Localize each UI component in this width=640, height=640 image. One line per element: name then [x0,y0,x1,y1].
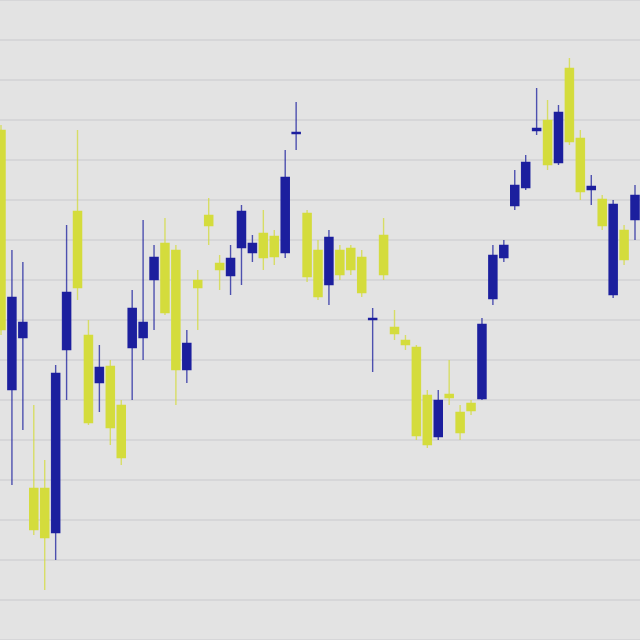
candle-body [171,249,181,371]
candle-body [553,111,564,164]
candle-body [193,279,203,289]
candle-body [630,194,640,221]
candle-body [247,242,258,254]
candle-body [18,321,28,339]
candle-body [520,161,531,189]
candle-body [291,131,301,135]
candle-body [302,212,312,278]
candle-body [575,137,586,193]
candle-body [269,235,280,258]
candle-body [39,487,50,539]
candle-body [280,176,290,254]
candle-body [105,365,116,429]
candle-body [499,244,509,259]
candle-body [182,342,192,371]
candle-body [29,487,39,531]
candle-body [160,242,170,314]
candle-body [477,323,487,400]
candle-body [488,254,498,300]
candle-body [400,339,411,346]
candle-body [356,256,367,294]
candle-body [313,249,323,298]
candle-body [510,184,520,207]
candle-body [597,198,607,227]
candle-body [61,291,72,351]
candle-body [7,296,17,391]
candle-body [83,334,94,424]
candle-body [335,249,345,276]
candle-body [564,67,575,143]
candle-body [214,262,225,271]
candle-body [258,232,269,259]
candle-body [411,346,422,437]
candle-body [389,326,400,335]
candle-body [455,411,465,434]
candle-body [466,402,476,412]
candle-body [50,372,61,534]
candle-body [619,229,629,261]
candle-body [367,317,378,321]
candle-body [324,236,334,286]
candle-body [138,321,148,339]
candle-body [531,127,542,132]
candle-body [542,119,553,166]
candle-body [608,203,618,296]
candle-body [422,394,433,446]
candle-body [203,214,214,227]
candle-body [94,366,105,384]
candle-body [346,247,356,271]
candle-body [586,185,597,191]
candle-body [0,129,6,331]
candle-body [236,210,247,249]
candle-body [116,404,126,459]
candle-body [225,257,236,277]
candle-body [378,234,389,276]
candle-body [433,399,443,438]
candle-body [444,393,454,399]
candle-body [72,210,83,289]
candle-body [127,307,137,349]
candle-body [149,256,159,281]
